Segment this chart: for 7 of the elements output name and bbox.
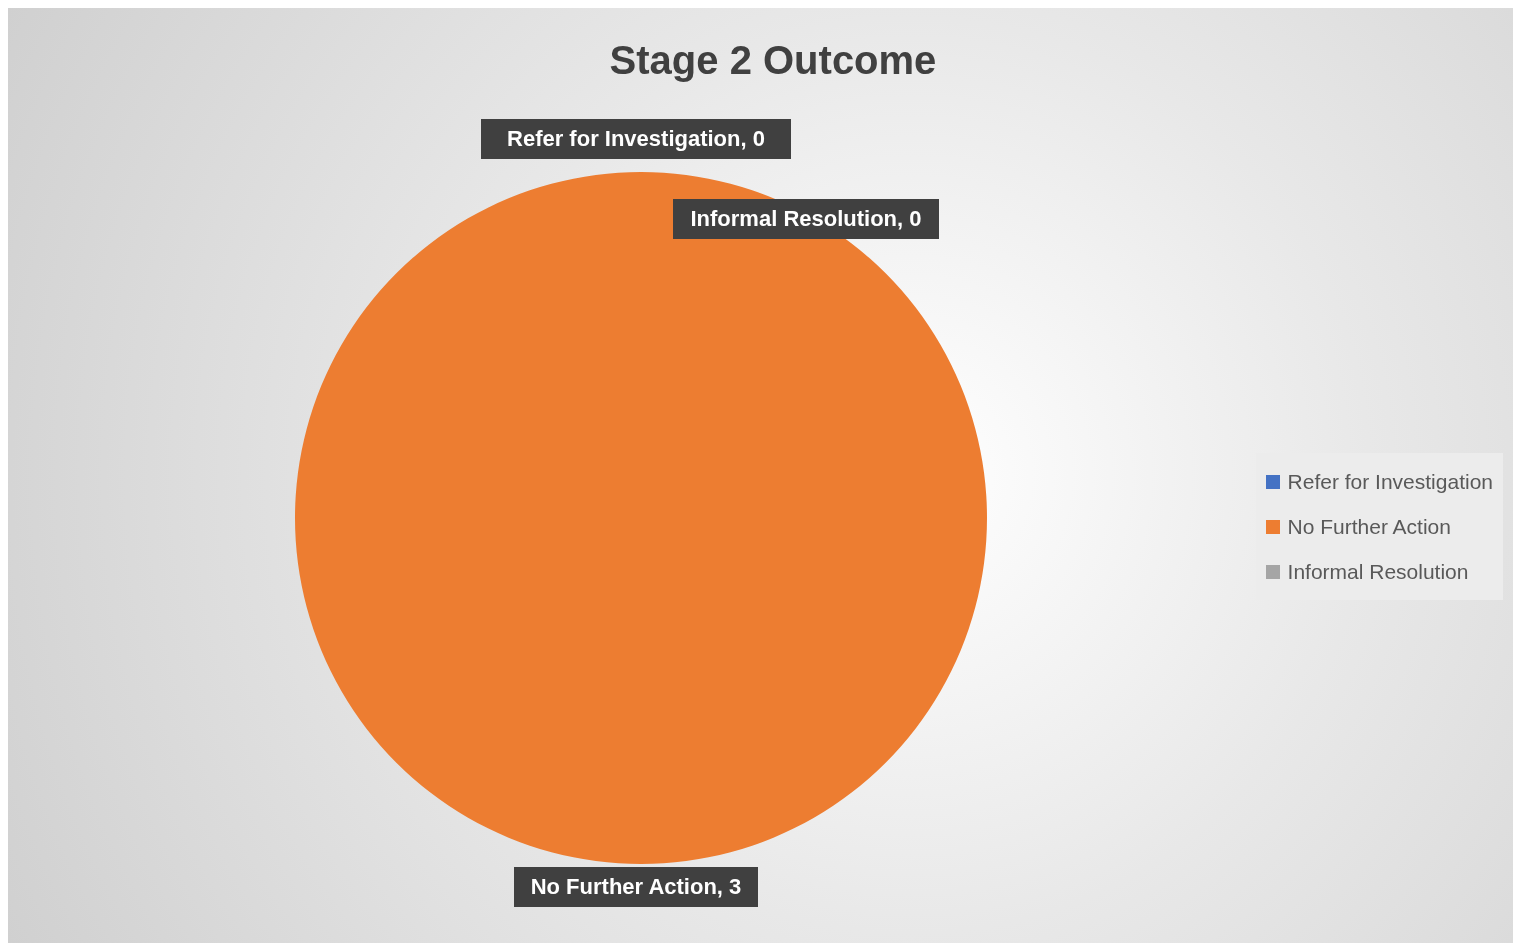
data-label: No Further Action, 3 xyxy=(530,874,742,899)
chart-title: Stage 2 Outcome xyxy=(608,38,938,83)
text: Refer for Investigation, 0 xyxy=(507,126,765,151)
legend-label: Informal Resolution xyxy=(1287,559,1469,584)
text: Informal Resolution, 0 xyxy=(690,206,922,231)
legend-label: No Further Action xyxy=(1287,514,1451,539)
legend-label: Refer for Investigation xyxy=(1287,469,1493,494)
